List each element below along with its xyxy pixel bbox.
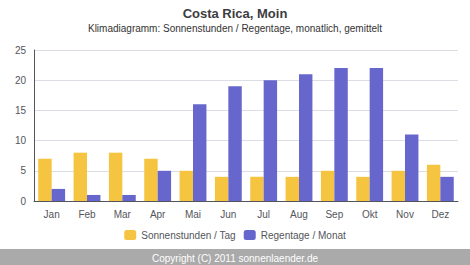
- svg-text:Jun: Jun: [220, 209, 236, 220]
- svg-text:Apr: Apr: [150, 209, 166, 220]
- svg-text:Jan: Jan: [44, 209, 60, 220]
- svg-text:15: 15: [15, 105, 27, 116]
- svg-text:Copyright (C) 2011 sonnenlaend: Copyright (C) 2011 sonnenlaender.de: [152, 253, 318, 264]
- svg-text:Costa Rica, Moin: Costa Rica, Moin: [183, 6, 288, 21]
- svg-text:0: 0: [20, 196, 26, 207]
- svg-text:25: 25: [15, 45, 27, 56]
- svg-text:Nov: Nov: [396, 209, 414, 220]
- svg-text:5: 5: [20, 165, 26, 176]
- svg-text:Dez: Dez: [431, 209, 449, 220]
- svg-text:Mai: Mai: [185, 209, 201, 220]
- svg-text:10: 10: [15, 135, 27, 146]
- svg-text:Sonnenstunden / Tag: Sonnenstunden / Tag: [141, 230, 235, 241]
- svg-text:Feb: Feb: [78, 209, 96, 220]
- svg-text:Regentage / Monat: Regentage / Monat: [261, 230, 346, 241]
- svg-text:Okt: Okt: [362, 209, 378, 220]
- svg-text:Sep: Sep: [325, 209, 343, 220]
- svg-text:Jul: Jul: [257, 209, 270, 220]
- svg-text:Aug: Aug: [290, 209, 308, 220]
- svg-text:20: 20: [15, 75, 27, 86]
- svg-text:Mar: Mar: [114, 209, 132, 220]
- svg-text:Klimadiagramm: Sonnenstunden /: Klimadiagramm: Sonnenstunden / Regentage…: [88, 23, 382, 34]
